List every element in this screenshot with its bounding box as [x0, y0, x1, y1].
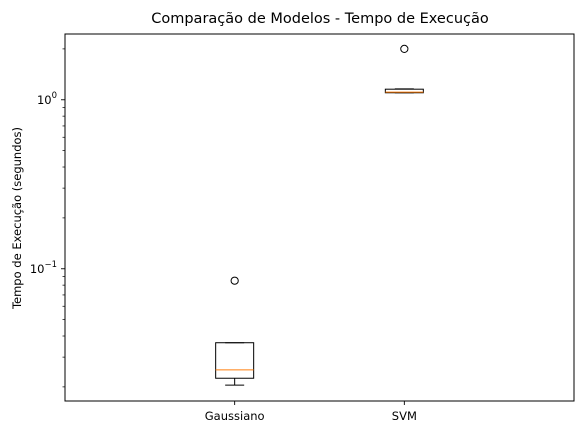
x-tick-label: SVM — [392, 409, 417, 423]
outlier-point — [230, 276, 239, 285]
box-svm — [384, 44, 424, 94]
y-tick-label: 10−1 — [30, 260, 57, 276]
box-body — [215, 342, 255, 379]
y-axis-label: Tempo de Execução (segundos) — [10, 127, 24, 310]
outlier-point — [400, 44, 409, 53]
x-tick-label: Gaussiano — [205, 409, 265, 423]
plot-area: 10−1 100 Gaussiano SVM — [30, 44, 424, 423]
y-tick-label: 100 — [37, 91, 57, 107]
box-body — [384, 88, 424, 94]
plot-frame — [64, 33, 575, 402]
box-gaussiano — [215, 276, 255, 386]
chart-title: Comparação de Modelos - Tempo de Execuçã… — [151, 11, 489, 27]
